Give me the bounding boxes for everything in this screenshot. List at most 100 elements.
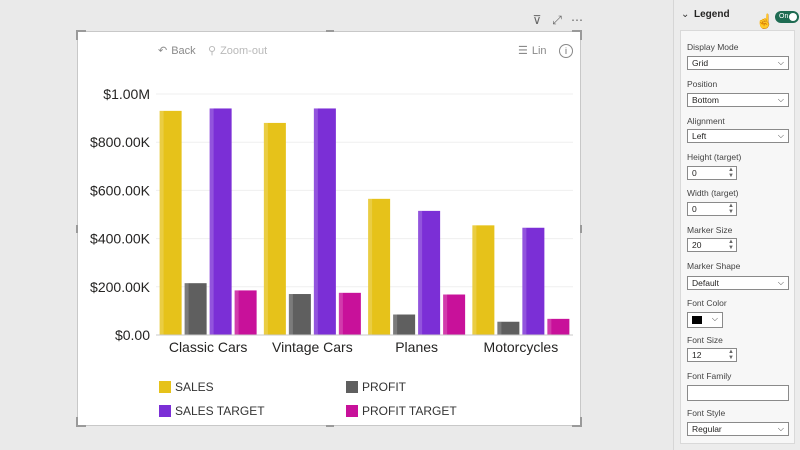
legend-swatch xyxy=(346,405,358,417)
back-button[interactable]: ↶ Back xyxy=(158,44,196,58)
bar-highlight xyxy=(234,290,239,335)
position-dropdown[interactable]: Bottom ⌵ xyxy=(687,93,789,107)
bar-highlight xyxy=(393,314,398,335)
legend-label: SALES TARGET xyxy=(175,404,265,418)
bar-chart: $0.00 $200.00K $400.00K $600.00K $800.00K $1.… xyxy=(90,86,573,355)
bar xyxy=(522,227,545,335)
font-style-value: Regular xyxy=(692,424,722,434)
legend-item[interactable]: PROFIT xyxy=(346,380,533,394)
info-button[interactable]: i xyxy=(559,44,573,58)
y-tick-label: $800.00K xyxy=(90,134,151,150)
bar-highlight xyxy=(497,321,502,335)
chevron-down-icon: ⌵ xyxy=(777,278,784,287)
bar xyxy=(338,292,361,335)
bar xyxy=(418,210,441,335)
legend-settings: Display Mode Grid ⌵ Position Bottom ⌵ Al… xyxy=(680,30,795,444)
resize-handle[interactable] xyxy=(326,30,334,32)
resize-handle[interactable] xyxy=(580,30,582,40)
marker-shape-dropdown[interactable]: Default ⌵ xyxy=(687,276,789,290)
resize-handle[interactable] xyxy=(572,425,582,427)
bar xyxy=(547,318,570,335)
legend-item[interactable]: PROFIT TARGET xyxy=(346,404,533,418)
stepper-icon[interactable]: ▲ ▼ xyxy=(728,239,734,251)
legend-label: SALES xyxy=(175,380,214,394)
width-label: Width (target) xyxy=(687,188,739,198)
font-size-input[interactable]: 12 ▲ ▼ xyxy=(687,348,737,362)
marker-shape-value: Default xyxy=(692,278,719,288)
chevron-down-icon: ⌵ xyxy=(777,95,784,104)
bar xyxy=(184,283,207,335)
chevron-down-icon: ⌵ xyxy=(711,314,718,323)
font-color-label: Font Color xyxy=(687,298,727,308)
info-icon: i xyxy=(559,44,573,58)
font-family-input[interactable] xyxy=(687,385,789,401)
legend-toggle[interactable]: On xyxy=(775,11,799,23)
format-pane: ⌄ Legend On ☝ Display Mode Grid ⌵ Positi… xyxy=(673,0,800,450)
y-tick-label: $200.00K xyxy=(90,279,151,295)
width-input[interactable]: 0 ▲ ▼ xyxy=(687,202,737,216)
focus-mode-icon[interactable]: ⤢ xyxy=(552,13,562,27)
bar xyxy=(263,122,286,335)
marker-shape-label: Marker Shape xyxy=(687,261,741,271)
bar xyxy=(472,225,495,335)
font-color-picker[interactable]: ⌵ xyxy=(687,312,723,328)
list-icon: ☰ xyxy=(518,45,528,57)
chart-visual[interactable]: ↶ Back ⚲ Zoom-out ☰ Lin i $0.00 $200.00K $… xyxy=(76,30,582,427)
magnifier-icon: ⚲ xyxy=(208,45,217,57)
bar xyxy=(443,294,466,335)
position-value: Bottom xyxy=(692,95,719,105)
bar-highlight xyxy=(338,292,343,335)
bar-highlight xyxy=(209,108,214,336)
resize-handle[interactable] xyxy=(76,30,86,32)
filter-icon[interactable]: ⊽ xyxy=(532,13,542,27)
resize-handle[interactable] xyxy=(76,417,78,427)
marker-size-value: 20 xyxy=(692,240,702,250)
chevron-down-icon[interactable]: ⌄ xyxy=(681,9,690,20)
legend-section-header[interactable]: ⌄ Legend On ☝ xyxy=(674,0,800,30)
bar-highlight xyxy=(547,318,552,335)
bar-highlight xyxy=(522,227,527,335)
legend-swatch xyxy=(159,381,171,393)
chart-legend: SALES PROFIT SALES TARGET PROFIT TARGET xyxy=(159,380,559,418)
x-tick-label: Planes xyxy=(395,339,438,355)
font-style-dropdown[interactable]: Regular ⌵ xyxy=(687,422,789,436)
color-swatch xyxy=(692,316,702,324)
stepper-icon[interactable]: ▲ ▼ xyxy=(728,167,734,179)
resize-handle[interactable] xyxy=(580,225,582,233)
y-tick-label: $600.00K xyxy=(90,182,151,198)
scale-toggle-button[interactable]: ☰ Lin xyxy=(518,44,547,58)
zoom-out-button[interactable]: ⚲ Zoom-out xyxy=(208,44,267,58)
font-style-label: Font Style xyxy=(687,408,726,418)
height-value: 0 xyxy=(692,168,697,178)
bar-highlight xyxy=(472,225,477,335)
display-mode-dropdown[interactable]: Grid ⌵ xyxy=(687,56,789,70)
alignment-label: Alignment xyxy=(687,116,725,126)
legend-item[interactable]: SALES TARGET xyxy=(159,404,346,418)
x-tick-label: Motorcycles xyxy=(484,339,559,355)
stepper-icon[interactable]: ▲ ▼ xyxy=(728,349,734,361)
resize-handle[interactable] xyxy=(76,225,78,233)
resize-handle[interactable] xyxy=(326,425,334,427)
resize-handle[interactable] xyxy=(580,417,582,427)
alignment-value: Left xyxy=(692,131,707,141)
legend-item[interactable]: SALES xyxy=(159,380,346,394)
stepper-icon[interactable]: ▲ ▼ xyxy=(728,203,734,215)
marker-size-label: Marker Size xyxy=(687,225,733,235)
resize-handle[interactable] xyxy=(76,30,78,40)
resize-handle[interactable] xyxy=(76,425,86,427)
bar xyxy=(288,294,311,335)
more-options-icon[interactable]: ⋯ xyxy=(571,13,583,27)
alignment-dropdown[interactable]: Left ⌵ xyxy=(687,129,789,143)
height-input[interactable]: 0 ▲ ▼ xyxy=(687,166,737,180)
marker-size-input[interactable]: 20 ▲ ▼ xyxy=(687,238,737,252)
scale-label: Lin xyxy=(531,44,547,57)
legend-label: PROFIT TARGET xyxy=(362,404,457,418)
back-arrow-icon: ↶ xyxy=(158,45,168,57)
back-label: Back xyxy=(171,44,196,57)
bar-highlight xyxy=(418,210,423,335)
visual-header: ⊽ ⤢ ⋯ xyxy=(530,13,584,28)
bar xyxy=(313,108,336,336)
bar-highlight xyxy=(443,294,448,335)
section-title: Legend xyxy=(694,9,730,20)
resize-handle[interactable] xyxy=(572,30,582,32)
